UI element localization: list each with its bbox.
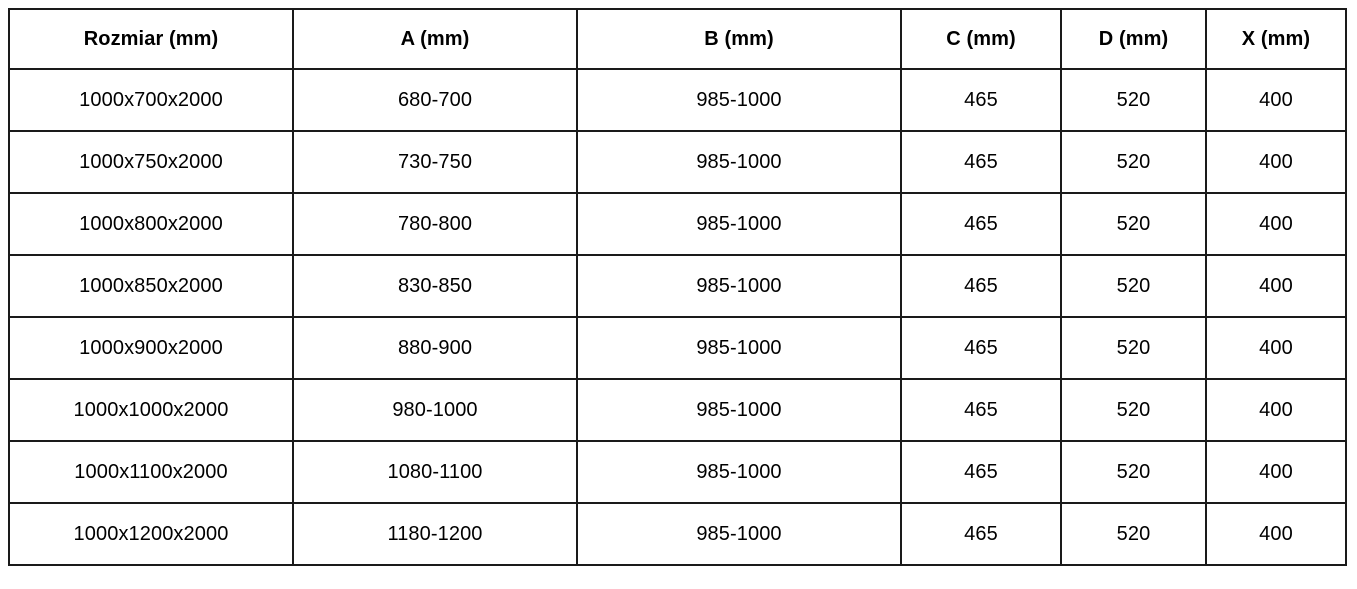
cell-c: 465 [900,502,1062,566]
cell-x: 400 [1205,378,1347,442]
cell-b: 985-1000 [576,378,902,442]
table-row: 1000x850x2000 830-850 985-1000 465 520 4… [8,254,1347,318]
cell-d: 520 [1060,378,1207,442]
cell-x: 400 [1205,68,1347,132]
table-body: 1000x700x2000 680-700 985-1000 465 520 4… [8,68,1347,566]
cell-d: 520 [1060,68,1207,132]
cell-d: 520 [1060,440,1207,504]
cell-x: 400 [1205,192,1347,256]
cell-size: 1000x1200x2000 [8,502,294,566]
cell-b: 985-1000 [576,130,902,194]
shower-enclosure-dimensions-table: Rozmiar (mm) A (mm) B (mm) C (mm) D (mm)… [8,8,1347,566]
cell-b: 985-1000 [576,192,902,256]
table-row: 1000x900x2000 880-900 985-1000 465 520 4… [8,316,1347,380]
cell-c: 465 [900,254,1062,318]
cell-x: 400 [1205,502,1347,566]
cell-a: 1080-1100 [292,440,578,504]
table-row: 1000x1100x2000 1080-1100 985-1000 465 52… [8,440,1347,504]
cell-a: 830-850 [292,254,578,318]
table-row: 1000x700x2000 680-700 985-1000 465 520 4… [8,68,1347,132]
table-header-row: Rozmiar (mm) A (mm) B (mm) C (mm) D (mm)… [8,8,1347,70]
cell-size: 1000x850x2000 [8,254,294,318]
cell-c: 465 [900,192,1062,256]
cell-c: 465 [900,130,1062,194]
column-header-x: X (mm) [1205,8,1347,70]
column-header-c: C (mm) [900,8,1062,70]
cell-c: 465 [900,378,1062,442]
cell-a: 980-1000 [292,378,578,442]
cell-c: 465 [900,68,1062,132]
cell-size: 1000x1000x2000 [8,378,294,442]
cell-d: 520 [1060,130,1207,194]
cell-c: 465 [900,316,1062,380]
table-row: 1000x1000x2000 980-1000 985-1000 465 520… [8,378,1347,442]
table-header: Rozmiar (mm) A (mm) B (mm) C (mm) D (mm)… [8,8,1347,70]
table-row: 1000x1200x2000 1180-1200 985-1000 465 52… [8,502,1347,566]
cell-size: 1000x700x2000 [8,68,294,132]
cell-size: 1000x1100x2000 [8,440,294,504]
cell-b: 985-1000 [576,316,902,380]
cell-a: 680-700 [292,68,578,132]
cell-size: 1000x750x2000 [8,130,294,194]
column-header-a: A (mm) [292,8,578,70]
table-row: 1000x800x2000 780-800 985-1000 465 520 4… [8,192,1347,256]
cell-x: 400 [1205,316,1347,380]
cell-d: 520 [1060,192,1207,256]
cell-x: 400 [1205,254,1347,318]
cell-b: 985-1000 [576,254,902,318]
cell-b: 985-1000 [576,440,902,504]
cell-d: 520 [1060,316,1207,380]
table-row: 1000x750x2000 730-750 985-1000 465 520 4… [8,130,1347,194]
cell-b: 985-1000 [576,502,902,566]
cell-size: 1000x900x2000 [8,316,294,380]
cell-b: 985-1000 [576,68,902,132]
column-header-b: B (mm) [576,8,902,70]
cell-a: 880-900 [292,316,578,380]
cell-a: 730-750 [292,130,578,194]
cell-a: 780-800 [292,192,578,256]
cell-c: 465 [900,440,1062,504]
cell-d: 520 [1060,502,1207,566]
cell-x: 400 [1205,440,1347,504]
cell-d: 520 [1060,254,1207,318]
cell-a: 1180-1200 [292,502,578,566]
cell-size: 1000x800x2000 [8,192,294,256]
column-header-d: D (mm) [1060,8,1207,70]
column-header-size: Rozmiar (mm) [8,8,294,70]
cell-x: 400 [1205,130,1347,194]
